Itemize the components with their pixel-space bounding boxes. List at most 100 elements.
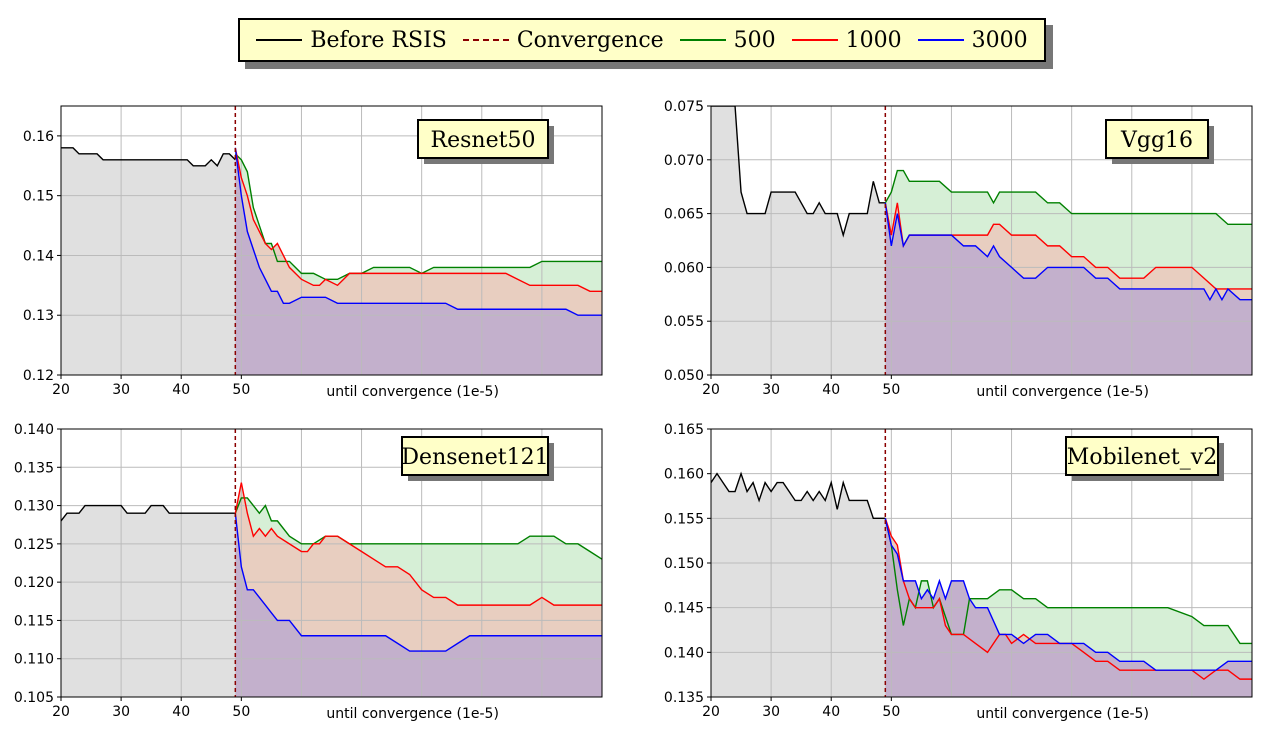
legend-label: Before RSIS [310, 27, 447, 53]
x-tick-label: 40 [822, 382, 840, 398]
y-tick-label: 0.12 [23, 368, 54, 384]
before-line [61, 504, 236, 522]
plot-frame [60, 428, 603, 698]
series-line-500 [884, 169, 1252, 226]
series-line-500 [884, 518, 1252, 645]
y-tick-label: 0.130 [14, 499, 54, 515]
y-tick-label: 0.125 [14, 537, 54, 553]
x-tick-label: 50 [882, 704, 900, 720]
chart-1: 0.050 0.055 0.060 0.065 0.070 0.075 20 30 40 50 un… [664, 99, 1253, 400]
y-tick-label: 0.105 [14, 690, 54, 706]
y-tick-label: 0.16 [23, 129, 54, 145]
series-fill-3000 [235, 513, 602, 697]
before-fill [61, 505, 236, 697]
chart-title: Vgg16 [1120, 128, 1193, 153]
legend-label: 3000 [971, 27, 1028, 53]
y-tick-label: 0.135 [664, 690, 704, 706]
y-tick-label: 0.135 [14, 460, 54, 476]
x-tick-label: 20 [52, 382, 70, 398]
y-tick-label: 0.065 [664, 207, 704, 223]
legend-swatch [679, 39, 726, 41]
y-tick-label: 0.075 [664, 99, 704, 115]
legend-swatch [256, 39, 303, 41]
title-box [1105, 119, 1209, 159]
x-tick-label: 30 [112, 382, 130, 398]
series-line-3000 [884, 518, 1252, 671]
x-axis-label: until convergence (1e-5) [326, 706, 499, 722]
y-tick-label: 0.115 [14, 613, 54, 629]
before-line [711, 106, 886, 238]
y-tick-label: 0.140 [664, 645, 704, 661]
legend-label: Convergence [516, 27, 664, 53]
x-tick-label: 30 [762, 704, 780, 720]
series-line-500 [234, 153, 602, 281]
y-tick-label: 0.165 [664, 422, 704, 438]
y-tick-label: 0.120 [14, 575, 54, 591]
plot-area [711, 106, 1252, 375]
legend-swatch [917, 39, 964, 41]
series-line-3000 [234, 513, 602, 652]
series-line-3000 [234, 147, 602, 316]
x-axis-label: until convergence (1e-5) [976, 384, 1149, 400]
plot-area [711, 429, 1252, 697]
y-tick-label: 0.155 [664, 511, 704, 527]
legend: Before RSIS Convergence 500 1000 3000 [238, 18, 1046, 62]
chart-title: Densenet121 [401, 445, 548, 470]
legend-item-1: Convergence [462, 27, 664, 53]
y-tick-label: 0.050 [664, 368, 704, 384]
y-tick-label: 0.110 [14, 652, 54, 668]
x-axis-label: until convergence (1e-5) [326, 384, 499, 400]
legend-swatch [791, 39, 838, 41]
title-box [417, 119, 549, 159]
y-tick-label: 0.15 [23, 189, 54, 205]
series-line-1000 [234, 147, 602, 293]
legend-label: 500 [733, 27, 776, 53]
chart-3: 0.135 0.140 0.145 0.150 0.155 0.160 0.165 20 30 4… [664, 422, 1253, 722]
x-tick-label: 40 [822, 704, 840, 720]
x-tick-label: 20 [52, 704, 70, 720]
y-tick-label: 0.150 [664, 556, 704, 572]
series-fill-3000 [885, 202, 1252, 375]
plot-frame [60, 105, 603, 376]
x-tick-label: 20 [702, 704, 720, 720]
x-tick-label: 50 [232, 382, 250, 398]
legend-item-0: Before RSIS [256, 28, 447, 53]
legend-label: 1000 [845, 27, 902, 53]
plot-area [61, 106, 602, 375]
y-tick-label: 0.055 [664, 314, 704, 330]
series-line-3000 [884, 202, 1252, 302]
x-tick-label: 30 [762, 382, 780, 398]
before-line [711, 471, 886, 520]
x-tick-label: 50 [232, 704, 250, 720]
chart-0: 0.12 0.13 0.14 0.15 0.16 20 30 40 50 until conver… [23, 105, 603, 400]
y-tick-label: 0.14 [23, 248, 54, 264]
y-tick-label: 0.145 [664, 601, 704, 617]
legend-item-2: 500 [679, 27, 776, 53]
before-fill [711, 473, 886, 697]
x-tick-label: 50 [882, 382, 900, 398]
before-fill [711, 106, 886, 375]
y-tick-label: 0.140 [14, 422, 54, 438]
x-tick-label: 40 [172, 704, 190, 720]
y-tick-label: 0.060 [664, 260, 704, 276]
x-tick-label: 40 [172, 382, 190, 398]
title-box [401, 436, 549, 476]
chart-2: 0.105 0.110 0.115 0.120 0.125 0.130 0.135 0.140… [14, 422, 603, 722]
y-tick-label: 0.070 [664, 153, 704, 169]
legend-swatch [462, 39, 509, 41]
x-tick-label: 30 [112, 704, 130, 720]
before-fill [61, 147, 236, 375]
series-line-500 [234, 497, 602, 560]
title-box [1065, 436, 1219, 476]
legend-item-4: 3000 [917, 27, 1028, 53]
plot-frame [710, 105, 1253, 376]
series-line-1000 [234, 482, 602, 606]
x-axis-label: until convergence (1e-5) [976, 706, 1149, 722]
chart-title: Mobilenet_v2 [1067, 445, 1217, 470]
y-tick-label: 0.13 [23, 308, 54, 324]
x-tick-label: 20 [702, 382, 720, 398]
legend-item-3: 1000 [791, 27, 902, 53]
series-fill-3000 [235, 147, 602, 375]
chart-title: Resnet50 [431, 128, 536, 153]
